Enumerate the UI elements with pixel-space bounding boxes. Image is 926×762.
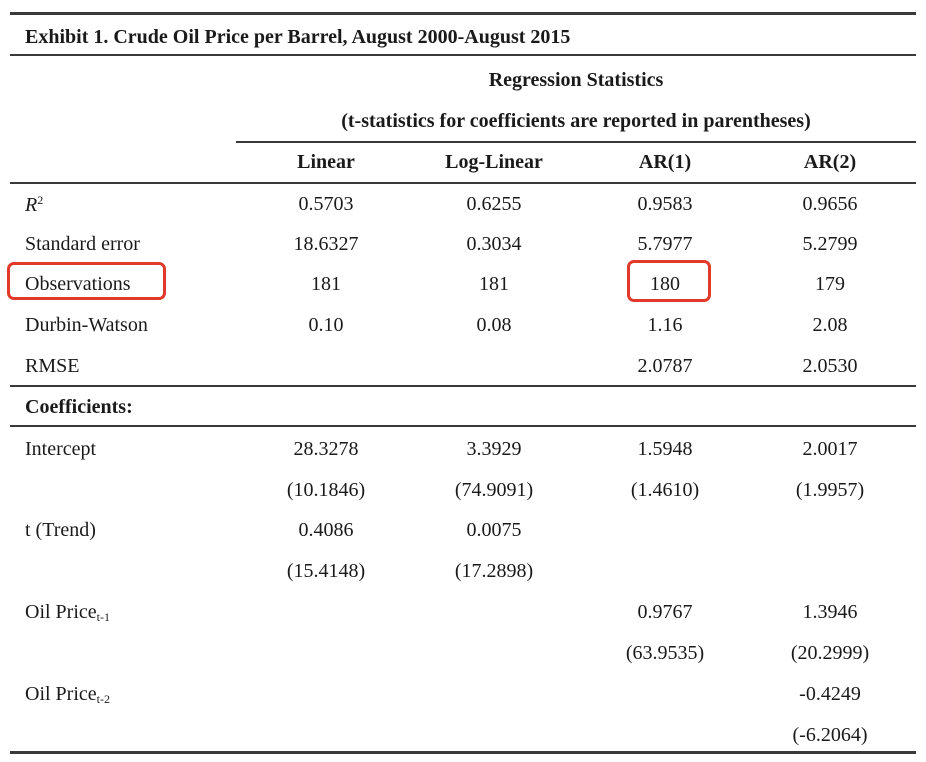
table-cell: 0.10 <box>308 314 344 336</box>
table-cell: 0.6255 <box>466 193 522 215</box>
tstat-cell: (63.9535) <box>625 642 705 664</box>
highlight-box-observations-label <box>7 262 166 300</box>
table-cell: 5.2799 <box>802 233 858 255</box>
table-cell: 2.08 <box>812 314 848 336</box>
table-cell: 0.9583 <box>637 193 693 215</box>
table-cell: 179 <box>815 273 845 295</box>
table-cell: 2.0017 <box>802 438 858 460</box>
table-cell: 0.9767 <box>637 601 693 623</box>
row-label-r-squared: R2 <box>25 193 44 216</box>
table-cell: 1.3946 <box>802 601 858 623</box>
tstat-cell: (15.4148) <box>286 560 366 582</box>
table-cell: -0.4249 <box>799 683 861 705</box>
table-cell: 181 <box>479 273 509 295</box>
tstat-cell: (1.9957) <box>795 479 865 501</box>
group-note: (t-statistics for coefficients are repor… <box>341 110 811 132</box>
table-cell: 180 <box>650 273 680 295</box>
highlight-box-ar1-observations <box>627 260 711 302</box>
table-cell: 0.0075 <box>466 519 522 541</box>
title-rule <box>10 54 916 56</box>
table-cell: 5.7977 <box>637 233 693 255</box>
table-cell: 3.3929 <box>466 438 522 460</box>
row-label-observations: Observations <box>25 273 131 295</box>
column-header-linear: Linear <box>297 151 355 173</box>
top-rule <box>10 12 916 15</box>
tstat-cell: (10.1846) <box>286 479 366 501</box>
tstat-cell: (20.2999) <box>790 642 870 664</box>
table-cell: 2.0787 <box>637 355 693 377</box>
table-cell: 2.0530 <box>802 355 858 377</box>
table-cell: 181 <box>311 273 341 295</box>
column-header-ar1: AR(1) <box>638 151 692 173</box>
group-title: Regression Statistics <box>488 69 664 91</box>
tstat-cell: (74.9091) <box>454 479 534 501</box>
row-label-intercept: Intercept <box>25 438 97 460</box>
group-header-rule <box>236 141 916 143</box>
coefficients-rule <box>10 425 916 427</box>
coefficients-label: Coefficients: <box>25 396 133 418</box>
table-cell: 0.4086 <box>298 519 354 541</box>
table-cell: 28.3278 <box>293 438 359 460</box>
table-cell: 0.08 <box>476 314 512 336</box>
column-header-rule <box>10 182 916 184</box>
bottom-rule <box>10 751 916 754</box>
row-label-standard-error: Standard error <box>25 233 140 255</box>
tstat-cell: (-6.2064) <box>792 724 868 746</box>
table-cell: 1.16 <box>647 314 683 336</box>
table-cell: 0.5703 <box>298 193 354 215</box>
column-header-log-linear: Log-Linear <box>445 151 543 173</box>
row-label-durbin-watson: Durbin-Watson <box>25 314 148 336</box>
exhibit-title: Exhibit 1. Crude Oil Price per Barrel, A… <box>25 26 571 48</box>
tstat-cell: (17.2898) <box>454 560 534 582</box>
table-cell: 0.3034 <box>466 233 522 255</box>
table-cell: 18.6327 <box>293 233 359 255</box>
tstat-cell: (1.4610) <box>630 479 700 501</box>
row-label-oil-price-t2: Oil Pricet-2 <box>25 683 110 706</box>
table-cell: 1.5948 <box>637 438 693 460</box>
row-label-rmse: RMSE <box>25 355 80 377</box>
column-header-ar2: AR(2) <box>803 151 857 173</box>
table-cell: 0.9656 <box>802 193 858 215</box>
row-label-oil-price-t1: Oil Pricet-1 <box>25 601 110 624</box>
row-label-trend: t (Trend) <box>25 519 96 541</box>
stats-end-rule <box>10 385 916 387</box>
